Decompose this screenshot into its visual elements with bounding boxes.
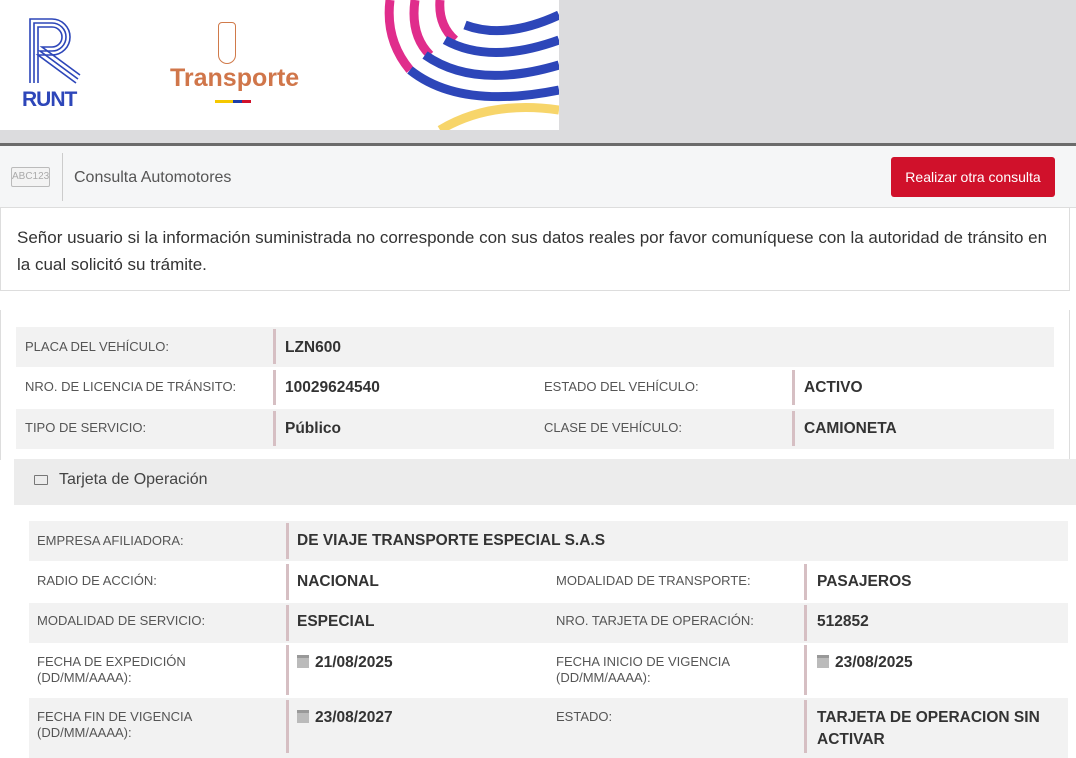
modalidad-servicio-label: MODALIDAD DE SERVICIO: (37, 613, 206, 628)
header-logos: RUNT Transporte (0, 0, 559, 130)
servicio-value: Público (285, 420, 341, 437)
runt-logo-text: RUNT (22, 88, 77, 111)
flag-stripe (215, 100, 251, 103)
placa-label: PLACA DEL VEHÍCULO: (25, 339, 170, 354)
calendar-icon (817, 655, 829, 668)
modalidad-servicio-value: ESPECIAL (297, 613, 375, 630)
radio-value: NACIONAL (297, 573, 379, 590)
table-row (29, 521, 1068, 561)
expedicion-value: 21/08/2025 (297, 652, 393, 674)
value-divider (273, 370, 276, 405)
page-title: Consulta Automotores (74, 169, 232, 186)
licencia-label: NRO. DE LICENCIA DE TRÁNSITO: (25, 379, 237, 394)
clase-value: CAMIONETA (804, 420, 897, 437)
clase-label: CLASE DE VEHÍCULO: (544, 420, 682, 435)
expedicion-label: FECHA DE EXPEDICIÓN (DD/MM/AAAA): (37, 654, 186, 686)
value-divider (804, 605, 807, 641)
inicio-date: 23/08/2025 (835, 654, 913, 671)
expedicion-label-text: FECHA DE EXPEDICIÓN (37, 654, 186, 669)
value-divider (792, 370, 795, 405)
id-card-icon (34, 475, 48, 485)
value-divider (792, 411, 795, 446)
servicio-label: TIPO DE SERVICIO: (25, 420, 147, 435)
flag-ribbon-graphic (384, 0, 559, 130)
modalidad-transporte-label: MODALIDAD DE TRANSPORTE: (556, 573, 751, 588)
radio-label: RADIO DE ACCIÓN: (37, 573, 157, 588)
table-row (29, 698, 1068, 758)
inicio-value: 23/08/2025 (817, 652, 913, 674)
coat-of-arms-icon (218, 22, 236, 64)
fin-label-text: FECHA FIN DE VIGENCIA (37, 709, 193, 724)
calendar-icon (297, 710, 309, 723)
fin-label: FECHA FIN DE VIGENCIA (DD/MM/AAAA): (37, 709, 192, 741)
modalidad-transporte-value: PASAJEROS (817, 573, 912, 590)
fin-value: 23/08/2027 (297, 707, 393, 729)
licencia-value: 10029624540 (285, 379, 380, 396)
new-query-button[interactable]: Realizar otra consulta (891, 157, 1055, 197)
value-divider (273, 411, 276, 446)
expedicion-date: 21/08/2025 (315, 654, 393, 671)
toolbar-divider (62, 153, 63, 201)
inicio-label-text: FECHA INICIO DE VIGENCIA (556, 654, 731, 669)
empresa-label: EMPRESA AFILIADORA: (37, 533, 184, 548)
value-divider (804, 700, 807, 753)
value-divider (286, 564, 289, 600)
table-row (16, 327, 1054, 367)
vehicle-info-panel: PLACA DEL VEHÍCULO: LZN600 NRO. DE LICEN… (0, 310, 1070, 460)
value-divider (286, 700, 289, 753)
estado-label: ESTADO DEL VEHÍCULO: (544, 379, 699, 394)
header-divider (0, 143, 1076, 146)
date-format-hint: (DD/MM/AAAA): (37, 725, 132, 740)
estado-tarjeta-value: TARJETA DE OPERACION SIN ACTIVAR (817, 709, 1040, 748)
estado-tarjeta-label: ESTADO: (556, 709, 613, 724)
value-divider (286, 605, 289, 641)
plate-icon: ABC123 (11, 167, 50, 187)
value-divider (804, 645, 807, 695)
placa-value: LZN600 (285, 339, 341, 356)
nro-tarjeta-value: 512852 (817, 613, 869, 630)
value-divider (286, 523, 289, 559)
inicio-label: FECHA INICIO DE VIGENCIA (DD/MM/AAAA): (556, 654, 730, 686)
ministry-logo-text: Transporte (170, 64, 300, 92)
notice-message: Señor usuario si la información suminist… (0, 208, 1070, 291)
value-divider (286, 645, 289, 695)
table-row (29, 603, 1068, 643)
calendar-icon (297, 655, 309, 668)
date-format-hint: (DD/MM/AAAA): (556, 670, 651, 685)
tarjeta-section-header[interactable] (14, 459, 1076, 505)
tarjeta-info-panel: EMPRESA AFILIADORA: DE VIAJE TRANSPORTE … (0, 521, 1076, 758)
estado-value: ACTIVO (804, 379, 863, 396)
value-divider (804, 564, 807, 600)
empresa-value: DE VIAJE TRANSPORTE ESPECIAL S.A.S (297, 532, 606, 549)
runt-r-icon (29, 18, 81, 84)
date-format-hint: (DD/MM/AAAA): (37, 670, 132, 685)
value-divider (273, 329, 276, 364)
nro-tarjeta-label: NRO. TARJETA DE OPERACIÓN: (556, 613, 754, 628)
table-row (16, 409, 1054, 449)
fin-date: 23/08/2027 (315, 709, 393, 726)
tarjeta-section-title: Tarjeta de Operación (59, 471, 208, 488)
